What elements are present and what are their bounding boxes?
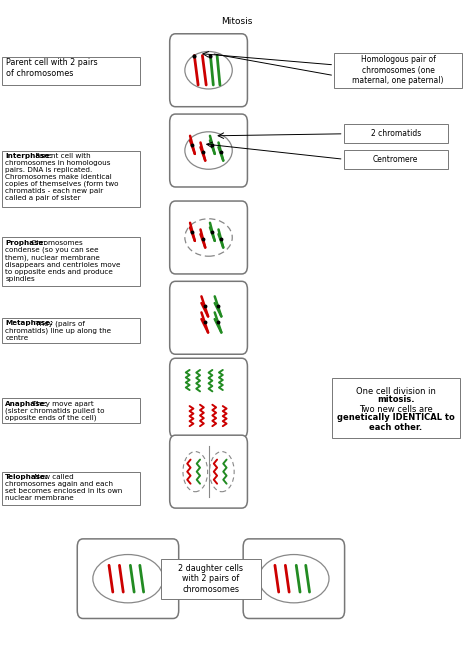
Ellipse shape xyxy=(93,555,163,603)
Text: chromosomes again and each
set becomes enclosed in its own
nuclear membrane: chromosomes again and each set becomes e… xyxy=(5,481,122,501)
FancyBboxPatch shape xyxy=(170,201,247,274)
FancyBboxPatch shape xyxy=(161,559,261,599)
Text: (sister chromatids pulled to
opposite ends of the cell): (sister chromatids pulled to opposite en… xyxy=(5,407,105,421)
Text: Anaphase:: Anaphase: xyxy=(5,401,48,407)
Text: each other.: each other. xyxy=(369,423,422,432)
FancyBboxPatch shape xyxy=(2,398,140,423)
Text: Homologous pair of
chromosomes (one
maternal, one paternal): Homologous pair of chromosomes (one mate… xyxy=(352,56,444,85)
Text: genetically IDENTICAL to: genetically IDENTICAL to xyxy=(337,413,455,422)
FancyBboxPatch shape xyxy=(170,359,247,438)
Ellipse shape xyxy=(210,452,234,492)
FancyBboxPatch shape xyxy=(2,472,140,505)
Text: chromosomes in homologous
pairs. DNA is replicated.
Chromosomes make identical
c: chromosomes in homologous pairs. DNA is … xyxy=(5,160,118,201)
FancyBboxPatch shape xyxy=(243,539,345,618)
Text: Prophase:: Prophase: xyxy=(5,240,46,246)
FancyBboxPatch shape xyxy=(2,237,140,286)
FancyBboxPatch shape xyxy=(344,150,448,169)
FancyBboxPatch shape xyxy=(332,378,460,438)
Text: Now called: Now called xyxy=(32,474,73,480)
Ellipse shape xyxy=(185,219,232,256)
Text: Metaphase:: Metaphase: xyxy=(5,320,53,326)
FancyBboxPatch shape xyxy=(334,53,462,88)
Text: Parent cell with: Parent cell with xyxy=(33,153,91,159)
FancyBboxPatch shape xyxy=(77,539,179,618)
Text: Two new cells are: Two new cells are xyxy=(359,405,433,414)
FancyBboxPatch shape xyxy=(2,57,140,85)
Text: Telophase:: Telophase: xyxy=(5,474,49,480)
FancyBboxPatch shape xyxy=(170,281,247,355)
FancyBboxPatch shape xyxy=(170,114,247,187)
Text: Centromere: Centromere xyxy=(373,155,419,164)
Ellipse shape xyxy=(185,52,232,89)
FancyBboxPatch shape xyxy=(2,318,140,343)
Text: One cell division in: One cell division in xyxy=(356,387,436,395)
Text: They move apart: They move apart xyxy=(30,401,93,407)
FancyBboxPatch shape xyxy=(344,124,448,143)
FancyBboxPatch shape xyxy=(170,33,247,106)
Text: mitosis.: mitosis. xyxy=(377,395,415,403)
Text: Mitosis: Mitosis xyxy=(221,17,253,25)
Ellipse shape xyxy=(259,555,329,603)
Text: They (pairs of: They (pairs of xyxy=(33,320,84,327)
Text: chromatids) line up along the
centre: chromatids) line up along the centre xyxy=(5,327,111,341)
Text: condense (so you can see
them), nuclear membrane
disappears and centrioles move
: condense (so you can see them), nuclear … xyxy=(5,247,121,282)
FancyBboxPatch shape xyxy=(170,435,247,508)
Text: 2 chromatids: 2 chromatids xyxy=(371,129,421,138)
Text: Chromosomes: Chromosomes xyxy=(29,240,82,246)
Text: Interphase:: Interphase: xyxy=(5,153,53,159)
Ellipse shape xyxy=(185,132,232,169)
Text: Parent cell with 2 pairs
of chromosomes: Parent cell with 2 pairs of chromosomes xyxy=(6,58,98,78)
FancyBboxPatch shape xyxy=(2,151,140,207)
Ellipse shape xyxy=(183,452,208,492)
Text: 2 daughter cells
with 2 pairs of
chromosomes: 2 daughter cells with 2 pairs of chromos… xyxy=(178,564,244,593)
